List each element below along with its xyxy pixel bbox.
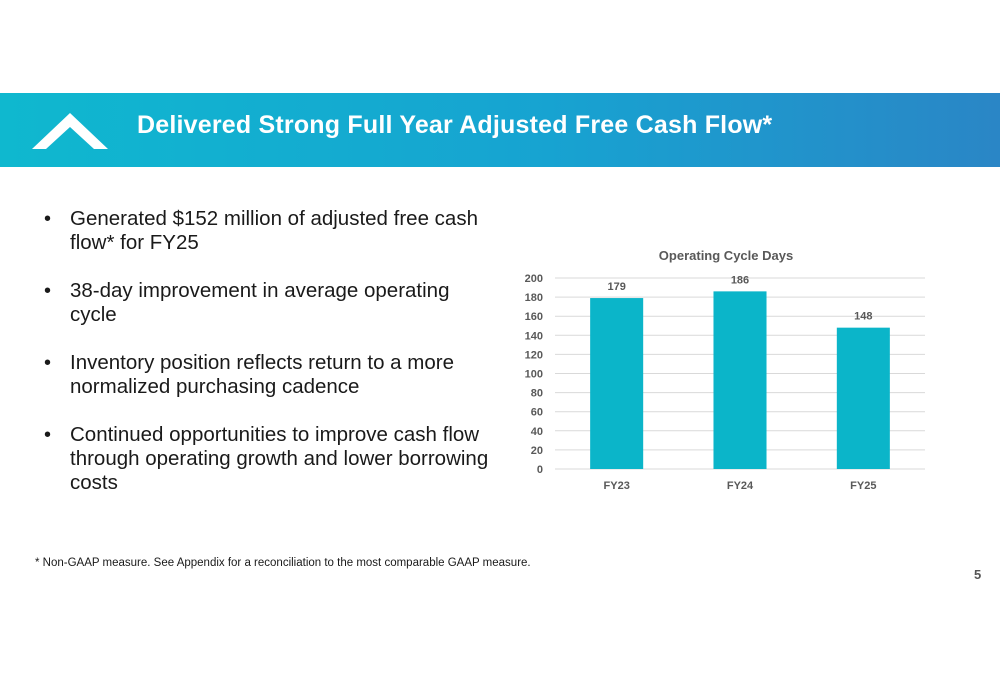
y-tick-label: 100	[525, 369, 543, 381]
bullet-text: 38-day improvement in average operating …	[70, 279, 450, 326]
y-tick-label: 140	[525, 330, 543, 342]
y-tick-label: 80	[531, 388, 543, 400]
y-tick-label: 160	[525, 311, 543, 323]
bullet-text: Continued opportunities to improve cash …	[70, 423, 489, 494]
y-tick-label: 0	[537, 464, 543, 476]
bar	[590, 298, 644, 469]
data-label: 186	[731, 274, 749, 286]
chart-title: Operating Cycle Days	[659, 248, 793, 263]
slide-title: Delivered Strong Full Year Adjusted Free…	[137, 111, 773, 139]
bullet-list: • Generated $152 million of adjusted free…	[38, 207, 498, 519]
y-tick-label: 200	[525, 273, 543, 285]
bullet-text: Inventory position reflects return to a …	[70, 351, 454, 398]
x-tick-label: FY23	[604, 480, 630, 492]
y-tick-label: 40	[531, 426, 543, 438]
bullet-item: • Generated $152 million of adjusted free…	[44, 207, 478, 254]
x-tick-label: FY25	[850, 480, 876, 492]
y-tick-label: 60	[531, 407, 543, 419]
bar	[713, 291, 767, 469]
bullet-item: • 38-day improvement in average operating…	[44, 279, 450, 326]
y-tick-label: 120	[525, 349, 543, 361]
x-tick-label: FY24	[727, 480, 754, 492]
title-banner: Delivered Strong Full Year Adjusted Free…	[0, 93, 1000, 167]
page-number: 5	[974, 567, 982, 582]
bar	[836, 327, 890, 469]
bullet-text: Generated $152 million of adjusted free …	[70, 207, 478, 254]
bullet-item: • Continued opportunities to improve cash…	[44, 423, 489, 494]
data-label: 148	[854, 311, 872, 323]
y-tick-label: 20	[531, 445, 543, 457]
operating-cycle-chart: Operating Cycle Days 0 20 40 60 80 100 120 140 1…	[525, 248, 925, 492]
data-label: 179	[607, 281, 625, 293]
y-tick-label: 180	[525, 292, 543, 304]
footnote: * Non-GAAP measure. See Appendix for a r…	[35, 557, 531, 569]
chevron-up-logo-icon	[32, 113, 108, 149]
bullet-item: • Inventory position reflects return to a…	[44, 351, 454, 398]
